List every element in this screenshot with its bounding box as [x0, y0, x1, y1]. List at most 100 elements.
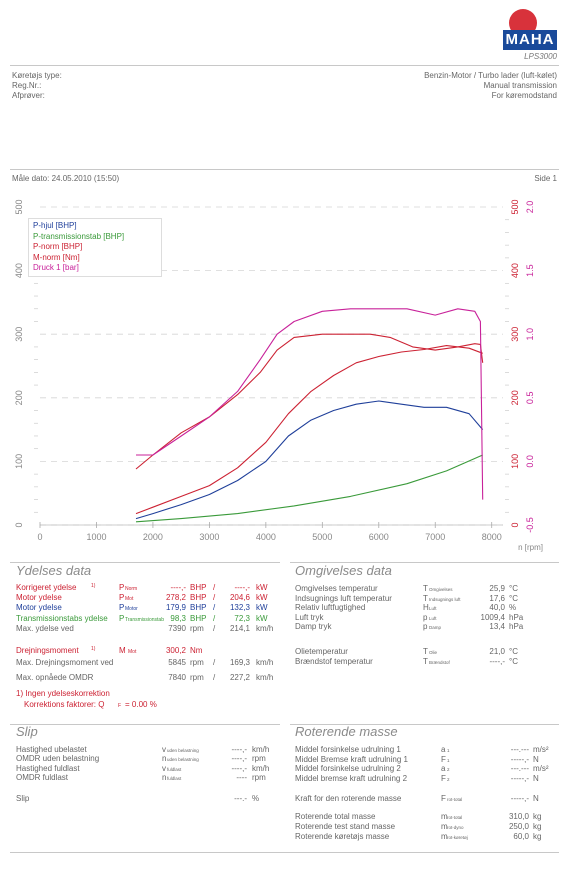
- rot-value: 60,0: [513, 832, 529, 841]
- slip-row: Hastighed fuldlast v fuldlast ----,- km/h: [16, 764, 278, 774]
- rot-symbol: F: [441, 794, 446, 803]
- perf-label: Motor ydelse: [16, 593, 62, 603]
- rot-value: ---.---: [510, 745, 529, 754]
- y-right-tick-label: 400: [510, 263, 520, 278]
- rot-row: Middel bremse kraft udrulning 2 F 2 -----,-…: [295, 774, 557, 784]
- torque-detail-value-1: 7840: [168, 673, 186, 682]
- y-left-tick-label: 400: [14, 263, 24, 278]
- perf-value-2: ----,-: [234, 583, 250, 592]
- x-tick-label: 1000: [86, 532, 106, 542]
- rot-value: 250,0: [508, 822, 529, 831]
- env-symbol-sub: Luft: [429, 606, 437, 611]
- rot-symbol-sub: rot-dyno: [447, 825, 464, 830]
- env-symbol: H: [423, 603, 429, 612]
- env-row: Brændstof temperatur T Brændstof ----,- °C: [295, 657, 557, 667]
- perf-unit-1: BHP: [190, 603, 207, 613]
- slip-symbol: n: [162, 772, 167, 782]
- rot-label: Roterende køretøjs masse: [295, 832, 390, 841]
- perf-sep: /: [213, 583, 216, 592]
- torque-value: 300,2: [165, 646, 186, 655]
- env-label: Relativ luftfugtighed: [295, 603, 366, 612]
- slip-value: ----,-: [231, 754, 247, 764]
- perf-value-2: 214,1: [229, 623, 250, 633]
- env-value: ----,-: [489, 656, 505, 666]
- rot-label: Middel forsinkelse udrulning 1: [295, 745, 401, 754]
- perf-row: Motor ydelse P Motor 179,9 BHP / 132,3 kW: [16, 603, 278, 613]
- page-number: Side 1: [534, 174, 557, 183]
- rot-row: Roterende køretøjs masse m rot-køretøj 60,0…: [295, 832, 557, 842]
- series-line-1: [135, 454, 483, 523]
- slip-row: OMDR fuldlast n fuldlast ---- rpm: [16, 773, 278, 783]
- legend-m-norm: M-norm [Nm]: [33, 252, 80, 262]
- perf-value-1: ----,-: [170, 583, 186, 592]
- slip-value: ----,-: [231, 763, 247, 773]
- legend-p-transmissionstab: P-transmissionstab [BHP]: [33, 231, 125, 241]
- torque-detail-unit-2: km/h: [256, 658, 274, 667]
- torque-unit: Nm: [190, 646, 203, 655]
- x-tick-label: 8000: [482, 532, 502, 542]
- slip-row: Slip ---.-%: [16, 794, 278, 804]
- env-title: Omgivelses data: [295, 563, 392, 578]
- rot-unit: m/s²: [533, 764, 549, 773]
- slip-unit: rpm: [252, 754, 266, 764]
- reg-nr-label: Reg.Nr.:: [12, 81, 42, 90]
- env-symbol-sub: Brændstof: [429, 659, 450, 665]
- rot-symbol: F: [441, 773, 446, 783]
- env-value: 1009,4: [480, 612, 505, 622]
- series-line-2: [135, 345, 483, 515]
- perf-sep: /: [213, 603, 216, 613]
- x-tick-label: 5000: [312, 532, 332, 542]
- perf-unit-1: BHP: [190, 613, 207, 623]
- torque-label: Drejningsmoment: [16, 646, 79, 655]
- correction-note: 1) Ingen ydelseskorrektion: [16, 689, 110, 698]
- rot-symbol-sub: rot-køretøj: [447, 835, 468, 840]
- slip-value: ---.-: [234, 794, 247, 803]
- rot-value: ---.---: [510, 764, 529, 773]
- x-axis-label: n [rpm]: [518, 543, 543, 552]
- env-symbol: T: [423, 593, 428, 603]
- perf-unit-2: kW: [256, 593, 268, 603]
- env-row: Olietemperatur T Olie 21,0 °C: [295, 647, 557, 657]
- y-right-tick-label: 100: [510, 454, 520, 469]
- y-right-tick-label: 200: [510, 390, 520, 405]
- env-symbol: T: [423, 656, 428, 666]
- env-symbol: T: [423, 584, 428, 593]
- perf-unit-2: kW: [256, 613, 268, 623]
- perf-unit-2: kW: [256, 603, 268, 613]
- env-symbol: p: [423, 622, 428, 631]
- legend-p-hjul: P-hjul [BHP]: [33, 221, 77, 230]
- rot-symbol-sub: rot-total: [447, 797, 463, 802]
- slip-symbol-sub: fuldlast: [167, 775, 182, 781]
- vehicle-type-label: Køretøjs type:: [12, 71, 62, 80]
- env-value: 21,0: [489, 647, 505, 656]
- y-right-tick-label: 300: [510, 327, 520, 342]
- slip-label: Hastighed ubelastet: [16, 745, 87, 754]
- rot-row: Middel forsinkelse udrulning 2 a 2 ---.--- m…: [295, 764, 557, 774]
- slip-label: Slip: [16, 794, 30, 803]
- rot-unit: kg: [533, 812, 542, 821]
- perf-value-2: 204,6: [229, 593, 250, 603]
- torque-detail-value-2: 227,2: [229, 673, 250, 682]
- rot-row: Roterende test stand masse m rot-dyno 250,0…: [295, 822, 557, 832]
- rot-unit: N: [533, 754, 539, 764]
- slip-label: OMDR fuldlast: [16, 772, 69, 782]
- slip-label: OMDR uden belastning: [16, 754, 100, 764]
- correction-factor: Korrektions faktorer: Q F = 0.00 %: [24, 700, 224, 710]
- correction-factor-value: = 0.00 %: [125, 700, 157, 709]
- env-unit: %: [509, 603, 517, 612]
- perf-row: Motor ydelse P Mot 278,2 BHP / 204,6 kW: [16, 593, 278, 603]
- slip-unit: km/h: [252, 745, 270, 754]
- x-tick-label: 7000: [425, 532, 445, 542]
- rot-symbol: m: [441, 832, 448, 841]
- measure-date: Måle dato: 24.05.2010 (15:50): [12, 174, 120, 183]
- perf-symbol-sub: Norm: [125, 586, 138, 592]
- env-label: Damp tryk: [295, 622, 332, 631]
- env-unit: °C: [509, 593, 518, 603]
- slip-symbol-sub: uden belastning: [167, 748, 199, 753]
- perf-row: Transmissionstabs ydelse P Transmissionsta…: [16, 614, 278, 624]
- legend-druck: Druck 1 [bar]: [33, 263, 79, 272]
- perf-symbol: P: [119, 613, 125, 623]
- slip-symbol: v: [162, 745, 166, 754]
- perf-note: 1): [91, 583, 96, 589]
